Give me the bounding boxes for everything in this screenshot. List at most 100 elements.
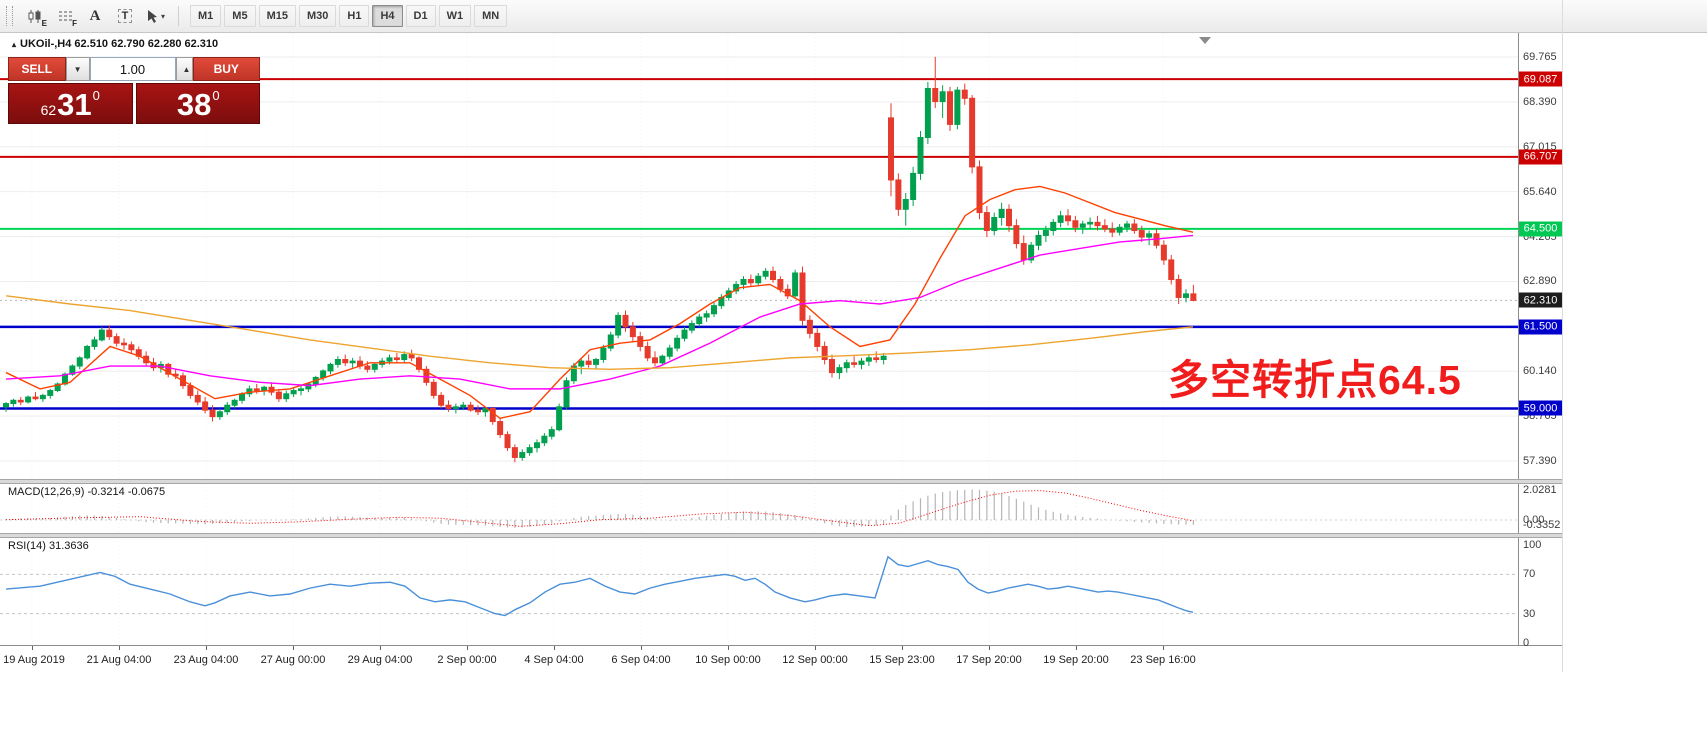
time-axis-tick <box>989 646 990 650</box>
price-axis-label: 61.515 <box>1523 320 1557 333</box>
volume-up-button[interactable]: ▲ <box>175 57 193 81</box>
chevron-down-icon: ▾ <box>161 11 166 21</box>
time-axis-tick <box>119 646 120 650</box>
window-right-edge <box>1562 0 1563 672</box>
sell-price-display[interactable]: 62 31 0 <box>8 83 133 124</box>
toolbar: E F A T ▾ M1 M5 M15 M30 H1 H4 D1 W1 MN <box>0 0 1707 33</box>
candlestick-chart-icon <box>28 9 40 23</box>
price-axis-label: 69.765 <box>1523 51 1557 63</box>
buy-button[interactable]: BUY <box>192 57 260 81</box>
macd-axis-label: -0.3352 <box>1523 519 1561 532</box>
time-axis-tick <box>1163 646 1164 650</box>
sell-price-pipette: 0 <box>92 88 100 103</box>
pivot-line-badge: 64.500 <box>1519 221 1562 237</box>
time-axis-tick <box>554 646 555 650</box>
tf-button-M30[interactable]: M30 <box>298 5 337 27</box>
sell-price-figure: 62 <box>40 102 57 118</box>
time-axis-tick <box>728 646 729 650</box>
price-axis-label: 57.390 <box>1523 455 1557 468</box>
rsi-axis-label: 30 <box>1523 607 1536 620</box>
time-axis-label: 21 Aug 04:00 <box>86 654 152 666</box>
time-axis-label: 4 Sep 04:00 <box>524 654 584 666</box>
toolbar-grip[interactable] <box>6 6 13 26</box>
macd-indicator-label: MACD(12,26,9) -0.3214 -0.0675 <box>8 486 166 498</box>
macd-axis-label: 2.0281 <box>1523 483 1557 496</box>
candlestick-chart-icon-button[interactable]: E <box>22 4 48 28</box>
tf-button-M1[interactable]: M1 <box>190 5 222 27</box>
price-axis-label: 67.015 <box>1523 140 1557 153</box>
time-axis-label: 12 Sep 00:00 <box>782 654 848 666</box>
text-label-icon: T <box>117 9 133 23</box>
tf-button-MN[interactable]: MN <box>474 5 508 27</box>
chart-text-annotation: 多空转折点64.5 <box>1168 357 1462 403</box>
time-axis-tick <box>815 646 816 650</box>
icon-subscript: E <box>41 19 47 28</box>
time-axis-tick <box>32 646 33 650</box>
macd-panel-splitter[interactable] <box>0 479 1562 484</box>
rsi-canvas[interactable] <box>0 537 1518 644</box>
symbol-ohlc-text: UKOil-,H4 62.510 62.790 62.280 62.310 <box>20 38 219 50</box>
time-axis-label: 17 Sep 20:00 <box>956 654 1022 666</box>
time-axis-label: 27 Aug 00:00 <box>260 654 326 666</box>
support-line-badge: 59.000 <box>1519 400 1562 416</box>
time-axis-tick <box>641 646 642 650</box>
buy-price-pips: 38 <box>176 87 212 122</box>
sell-button[interactable]: SELL <box>8 57 66 81</box>
insert-text-button[interactable]: A <box>82 4 108 28</box>
price-axis-label: 68.390 <box>1523 95 1557 108</box>
tick-chart-icon-button[interactable]: F <box>52 4 78 28</box>
time-axis-label: 19 Sep 20:00 <box>1043 654 1109 666</box>
buy-price-pipette: 0 <box>212 88 220 103</box>
current-price-badge: 62.310 <box>1519 292 1562 308</box>
time-axis-label: 23 Sep 16:00 <box>1130 654 1196 666</box>
support-line-badge: 61.500 <box>1519 319 1562 335</box>
time-axis-label: 19 Aug 2019 <box>3 654 65 666</box>
tf-button-M5[interactable]: M5 <box>224 5 256 27</box>
time-axis-tick <box>467 646 468 650</box>
text-label-button[interactable]: T <box>112 4 138 28</box>
time-axis-tick <box>293 646 294 650</box>
volume-dropdown-button[interactable]: ▼ <box>65 57 90 81</box>
price-axis-label: 60.140 <box>1523 365 1557 378</box>
rsi-axis-label: 70 <box>1523 568 1536 581</box>
price-scale-border <box>1518 33 1519 672</box>
price-axis-label: 62.890 <box>1523 275 1557 288</box>
rsi-indicator-label: RSI(14) 31.3636 <box>8 540 89 552</box>
macd-canvas[interactable] <box>0 483 1518 533</box>
icon-subscript: F <box>72 19 77 28</box>
price-axis-label: 64.265 <box>1523 230 1557 243</box>
price-axis-label: 65.640 <box>1523 185 1557 198</box>
chart-symbol-info: ▴ UKOil-,H4 62.510 62.790 62.280 62.310 <box>12 38 218 50</box>
volume-input[interactable] <box>89 57 176 81</box>
price-axis-label: 58.765 <box>1523 410 1557 423</box>
time-axis-label: 29 Aug 04:00 <box>347 654 413 666</box>
main-chart-canvas[interactable] <box>0 33 1518 480</box>
cursor-icon <box>148 9 157 23</box>
time-axis-label: 23 Aug 04:00 <box>173 654 239 666</box>
buy-price-display[interactable]: 38 0 <box>135 83 260 124</box>
toolbar-separator <box>178 6 180 26</box>
cursor-tool-button[interactable]: ▾ <box>142 4 169 28</box>
sell-price-pips: 31 <box>57 87 92 122</box>
macd-axis-label: 0.00 <box>1523 514 1545 526</box>
tf-button-D1[interactable]: D1 <box>405 5 436 27</box>
resistance-line-badge: 66.707 <box>1519 149 1562 165</box>
time-axis-label: 2 Sep 00:00 <box>437 654 497 666</box>
tf-button-H1[interactable]: H1 <box>339 5 370 27</box>
time-axis-tick <box>1076 646 1077 650</box>
tick-chart-icon <box>58 11 72 20</box>
one-click-collapse-icon[interactable]: ▴ <box>12 40 17 49</box>
timeframe-group: M1 M5 M15 M30 H1 H4 D1 W1 MN <box>190 5 508 27</box>
tf-button-H4[interactable]: H4 <box>372 5 403 27</box>
tf-button-M15[interactable]: M15 <box>258 5 296 27</box>
time-axis-label: 6 Sep 04:00 <box>611 654 671 666</box>
time-scale[interactable]: 19 Aug 2019 21 Aug 04:00 23 Aug 04:00 27 Au… <box>0 645 1562 673</box>
time-axis-label: 10 Sep 00:00 <box>695 654 761 666</box>
time-axis-label: 15 Sep 23:00 <box>869 654 935 666</box>
time-axis-tick <box>206 646 207 650</box>
time-axis-tick <box>380 646 381 650</box>
tf-button-W1[interactable]: W1 <box>438 5 472 27</box>
rsi-panel-splitter[interactable] <box>0 533 1562 538</box>
